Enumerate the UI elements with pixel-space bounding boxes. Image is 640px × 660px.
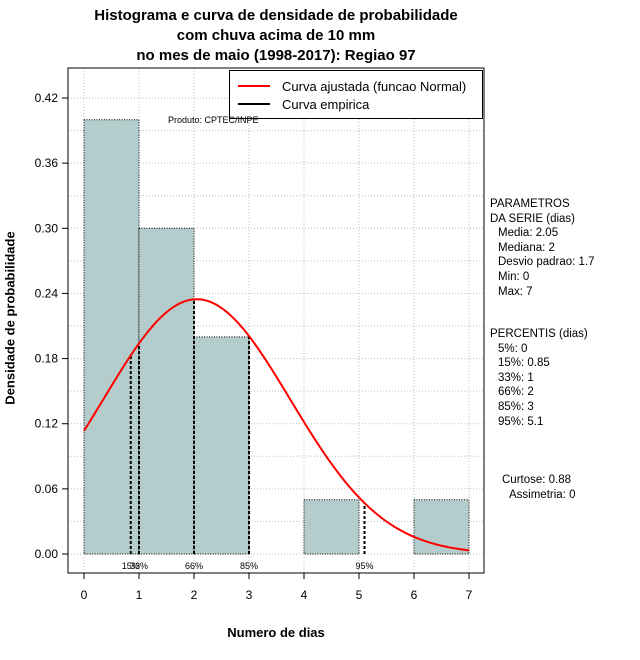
histogram-bar xyxy=(193,336,250,555)
percentile-label: 66% xyxy=(185,561,203,571)
x-tick-label: 1 xyxy=(136,588,143,602)
x-axis-label: Numero de dias xyxy=(227,625,325,640)
assimetria: Assimetria: 0 xyxy=(509,488,576,501)
param-min: Min: 0 xyxy=(498,270,530,283)
x-tick-label: 0 xyxy=(81,588,88,602)
percentile-label: 33% xyxy=(130,561,148,571)
percentil-95: 95%: 5.1 xyxy=(498,415,544,428)
params-title-2: DA SERIE (dias) xyxy=(490,212,575,225)
histogram-bar xyxy=(138,227,195,555)
param-mediana: Mediana: 2 xyxy=(498,241,555,254)
fitted-curve-layer xyxy=(83,298,470,552)
x-tick-label: 4 xyxy=(301,588,308,602)
title-line-3: no mes de maio (1998-2017): Regiao 97 xyxy=(136,47,416,64)
legend-item-empirical: Curva empirica xyxy=(238,95,369,113)
y-tick-label: 0.30 xyxy=(35,221,59,235)
percentile-label: 85% xyxy=(240,561,258,571)
percentis-title: PERCENTIS (dias) xyxy=(490,328,588,340)
percentiles-panel: PERCENTIS (dias) 5%: 0 15%: 0.85 33%: 1 … xyxy=(490,327,588,429)
plot-frame xyxy=(67,67,485,574)
series-parameters: PARAMETROS DA SERIE (dias) Media: 2.05 M… xyxy=(490,197,595,299)
y-tick-label: 0.00 xyxy=(35,547,59,561)
percentile-label: 15% xyxy=(122,561,140,571)
histogram-bar xyxy=(413,499,470,555)
param-desvio: Desvio padrao: 1.7 xyxy=(498,256,595,269)
axes: 0.00 0.06 0.12 0.18 0.24 0.30 0.36 0.42 0 1 2 3 4 5 6 7 xyxy=(35,67,485,602)
fitted-normal-curve xyxy=(83,298,470,552)
shape-stats: Curtose: 0.88 Assimetria: 0 xyxy=(502,473,575,502)
y-tick-label: 0.24 xyxy=(35,286,59,300)
percentile-lines: 15%33% 66% 85% 95% xyxy=(122,299,374,571)
params-title-1: PARAMETROS xyxy=(490,198,570,210)
percentil-85: 85%: 3 xyxy=(498,400,534,413)
percentil-66: 66%: 2 xyxy=(498,386,534,399)
legend-swatch-empirical xyxy=(238,103,270,105)
title-line-2: com chuva acima de 10 mm xyxy=(176,27,376,44)
legend-item-fitted: Curva ajustada (funcao Normal) xyxy=(238,77,466,95)
curtose: Curtose: 0.88 xyxy=(502,474,572,486)
percentil-5: 5%: 0 xyxy=(498,342,528,355)
x-tick-label: 7 xyxy=(466,588,473,602)
y-tick-label: 0.12 xyxy=(35,417,59,431)
x-tick-label: 5 xyxy=(356,588,363,602)
x-tick-label: 3 xyxy=(246,588,253,602)
x-tick-label: 2 xyxy=(191,588,198,602)
x-tick-label: 6 xyxy=(411,588,418,602)
y-tick-label: 0.42 xyxy=(35,91,59,105)
histogram-bars xyxy=(83,119,470,555)
title-line-1: Histograma e curva de densidade de proba… xyxy=(94,7,458,24)
chart-title: Histograma e curva de densidade de proba… xyxy=(0,6,552,66)
legend-label-empirical: Curva empirica xyxy=(282,96,370,112)
param-max: Max: 7 xyxy=(498,285,533,298)
percentile-label: 95% xyxy=(355,561,373,571)
percentil-33: 33%: 1 xyxy=(498,371,534,384)
histogram-bar xyxy=(303,499,360,555)
y-tick-label: 0.18 xyxy=(35,352,59,366)
legend-label-fitted: Curva ajustada (funcao Normal) xyxy=(282,78,467,94)
legend: Curva ajustada (funcao Normal) Curva emp… xyxy=(229,70,483,119)
param-media: Media: 2.05 xyxy=(498,227,559,240)
legend-swatch-fitted xyxy=(238,85,270,87)
y-tick-label: 0.06 xyxy=(35,482,59,496)
y-axis-label: Densidade de probabilidade xyxy=(2,231,18,405)
percentil-15: 15%: 0.85 xyxy=(498,357,550,370)
product-label: Produto: CPTEC/INPE xyxy=(168,115,259,125)
y-tick-label: 0.36 xyxy=(35,156,59,170)
